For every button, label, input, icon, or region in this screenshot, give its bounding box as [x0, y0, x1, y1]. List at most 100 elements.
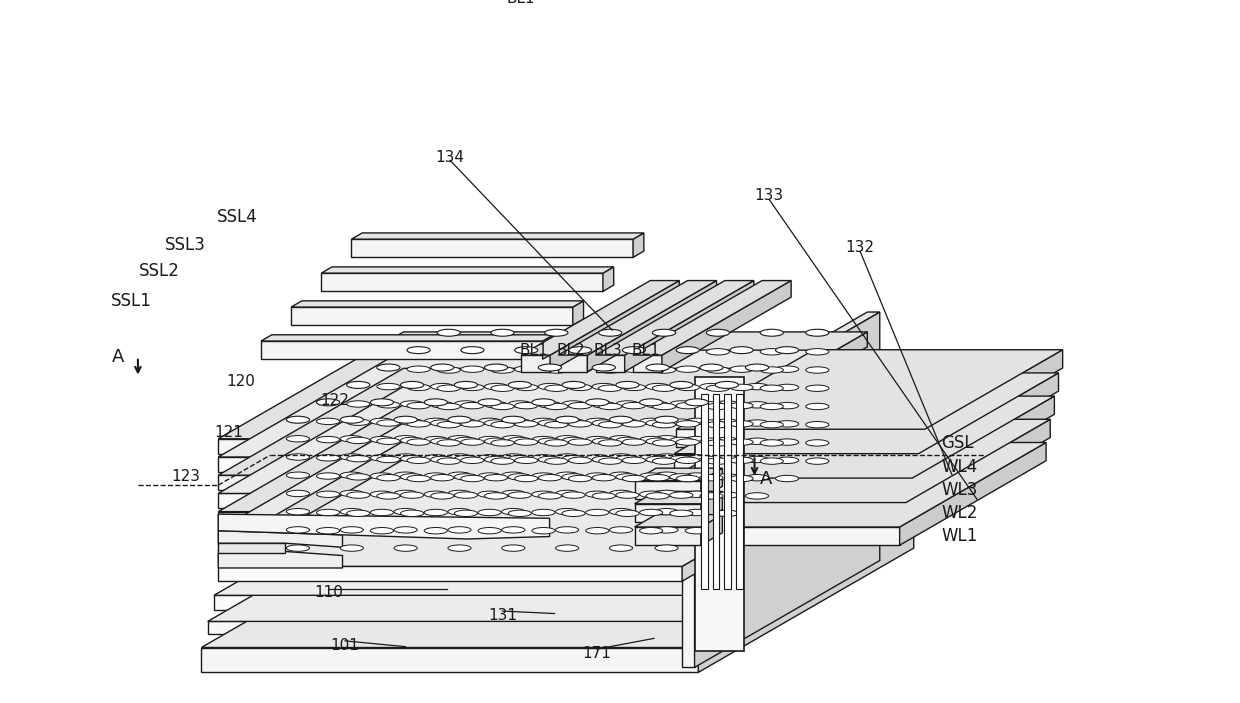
Ellipse shape [775, 475, 799, 482]
Polygon shape [588, 280, 717, 372]
Ellipse shape [424, 491, 448, 498]
Text: 121: 121 [215, 425, 243, 439]
Polygon shape [207, 500, 908, 621]
Ellipse shape [316, 418, 340, 425]
Ellipse shape [448, 527, 471, 533]
Ellipse shape [286, 472, 310, 479]
Ellipse shape [670, 382, 693, 388]
Polygon shape [218, 514, 549, 539]
Ellipse shape [568, 420, 591, 427]
Ellipse shape [593, 383, 615, 389]
Text: 122: 122 [320, 393, 348, 408]
Ellipse shape [806, 422, 828, 428]
Ellipse shape [532, 418, 556, 425]
Ellipse shape [707, 458, 729, 464]
Ellipse shape [562, 492, 585, 498]
Ellipse shape [538, 383, 562, 389]
Ellipse shape [715, 419, 739, 425]
Ellipse shape [760, 329, 784, 336]
Ellipse shape [438, 404, 460, 410]
Ellipse shape [775, 439, 799, 445]
Ellipse shape [655, 508, 678, 515]
Ellipse shape [544, 367, 568, 373]
Ellipse shape [430, 456, 454, 463]
Ellipse shape [407, 475, 430, 482]
Text: SSL4: SSL4 [217, 208, 257, 226]
Ellipse shape [377, 383, 401, 389]
Text: BL2: BL2 [557, 344, 585, 359]
Ellipse shape [544, 439, 568, 446]
Ellipse shape [699, 401, 723, 408]
Ellipse shape [609, 436, 632, 442]
Ellipse shape [715, 474, 739, 480]
Ellipse shape [347, 419, 370, 425]
Ellipse shape [622, 420, 646, 427]
Ellipse shape [502, 508, 525, 515]
Ellipse shape [640, 509, 662, 516]
Text: 132: 132 [846, 240, 874, 255]
Ellipse shape [556, 508, 579, 515]
Ellipse shape [760, 404, 784, 410]
Ellipse shape [407, 366, 430, 373]
Polygon shape [207, 621, 697, 634]
Text: 110: 110 [314, 586, 343, 600]
Text: WL4: WL4 [941, 458, 977, 475]
Polygon shape [667, 442, 1047, 527]
Ellipse shape [745, 401, 769, 408]
Ellipse shape [532, 437, 556, 443]
Ellipse shape [401, 474, 424, 480]
Polygon shape [682, 460, 867, 581]
Ellipse shape [715, 492, 739, 498]
Ellipse shape [502, 454, 525, 460]
Ellipse shape [646, 456, 670, 463]
Polygon shape [558, 280, 717, 355]
Ellipse shape [556, 527, 579, 533]
Ellipse shape [616, 510, 639, 517]
Ellipse shape [707, 349, 729, 355]
Ellipse shape [461, 475, 484, 482]
Ellipse shape [686, 437, 708, 443]
Ellipse shape [401, 510, 424, 517]
Ellipse shape [347, 474, 370, 480]
Ellipse shape [707, 367, 729, 373]
Polygon shape [573, 301, 584, 325]
Ellipse shape [715, 437, 739, 444]
Ellipse shape [371, 437, 393, 443]
Text: 120: 120 [227, 374, 255, 389]
Ellipse shape [340, 454, 363, 460]
Polygon shape [682, 312, 879, 419]
Ellipse shape [609, 416, 632, 423]
Polygon shape [215, 477, 895, 595]
Ellipse shape [715, 382, 739, 388]
Polygon shape [558, 355, 588, 372]
Ellipse shape [562, 437, 585, 444]
Ellipse shape [461, 439, 484, 445]
Ellipse shape [745, 456, 769, 463]
Ellipse shape [622, 457, 646, 463]
Ellipse shape [454, 456, 477, 462]
Ellipse shape [532, 399, 556, 406]
Ellipse shape [640, 437, 662, 443]
Ellipse shape [616, 382, 639, 388]
Ellipse shape [562, 401, 585, 407]
Polygon shape [291, 307, 573, 325]
Ellipse shape [568, 385, 591, 391]
Ellipse shape [515, 347, 538, 354]
Ellipse shape [532, 509, 556, 516]
Polygon shape [676, 430, 925, 448]
Ellipse shape [461, 366, 484, 373]
Ellipse shape [646, 493, 670, 499]
Ellipse shape [585, 418, 609, 425]
Polygon shape [218, 530, 682, 545]
Ellipse shape [448, 472, 471, 479]
Ellipse shape [585, 399, 609, 406]
Ellipse shape [652, 404, 676, 410]
Ellipse shape [670, 474, 693, 480]
Ellipse shape [676, 439, 699, 445]
Ellipse shape [515, 402, 538, 409]
Polygon shape [543, 335, 553, 359]
Ellipse shape [670, 456, 693, 462]
Polygon shape [635, 491, 723, 504]
Ellipse shape [508, 492, 532, 498]
Ellipse shape [532, 491, 556, 498]
